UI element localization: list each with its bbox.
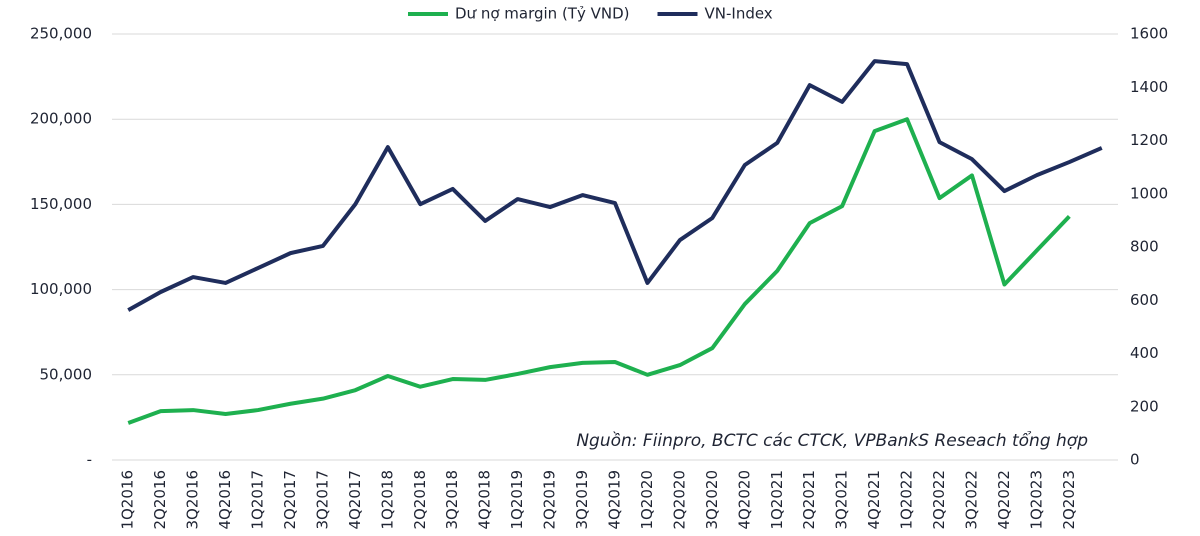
x-tick-label: 3Q2022 bbox=[962, 470, 980, 530]
y2-tick-label: 400 bbox=[1130, 344, 1159, 362]
x-tick-label: 1Q2022 bbox=[898, 470, 916, 530]
x-tick-label: 2Q2016 bbox=[151, 470, 169, 530]
x-tick-label: 4Q2018 bbox=[476, 470, 494, 530]
x-tick-label: 3Q2020 bbox=[703, 470, 721, 530]
x-tick-label: 3Q2018 bbox=[443, 470, 461, 530]
x-tick-label: 1Q2020 bbox=[638, 470, 656, 530]
series-line bbox=[127, 59, 1103, 312]
x-tick-label: 4Q2022 bbox=[995, 470, 1013, 530]
y2-tick-label: 1400 bbox=[1130, 78, 1168, 96]
y2-tick-label: 200 bbox=[1130, 397, 1159, 415]
x-tick-label: 3Q2017 bbox=[313, 470, 331, 530]
x-tick-label: 2Q2018 bbox=[411, 470, 429, 530]
x-tick-label: 1Q2017 bbox=[249, 470, 267, 530]
legend-label: VN-Index bbox=[705, 5, 773, 23]
x-tick-label: 3Q2019 bbox=[573, 470, 591, 530]
x-tick-label: 1Q2016 bbox=[119, 470, 137, 530]
y-tick-label: 200,000 bbox=[30, 110, 92, 128]
x-tick-label: 4Q2020 bbox=[735, 470, 753, 530]
x-tick-label: 1Q2019 bbox=[508, 470, 526, 530]
y-tick-label: - bbox=[87, 451, 92, 469]
series-line bbox=[127, 117, 1071, 425]
y2-tick-label: 1000 bbox=[1130, 184, 1168, 202]
x-tick-label: 4Q2016 bbox=[216, 470, 234, 530]
x-tick-label: 2Q2020 bbox=[670, 470, 688, 530]
source-note: Nguồn: Fiinpro, BCTC các CTCK, VPBankS R… bbox=[576, 430, 1088, 451]
x-tick-label: 2Q2019 bbox=[541, 470, 559, 530]
x-tick-label: 3Q2016 bbox=[184, 470, 202, 530]
x-tick-label: 1Q2023 bbox=[1027, 470, 1045, 530]
y-tick-label: 250,000 bbox=[30, 25, 92, 43]
x-tick-label: 2Q2023 bbox=[1060, 470, 1078, 530]
y-tick-label: 100,000 bbox=[30, 280, 92, 298]
x-tick-label: 2Q2021 bbox=[800, 470, 818, 530]
y-tick-label: 150,000 bbox=[30, 195, 92, 213]
x-tick-label: 1Q2018 bbox=[378, 470, 396, 530]
y2-tick-label: 1600 bbox=[1130, 25, 1168, 43]
y2-tick-label: 0 bbox=[1130, 451, 1140, 469]
x-tick-label: 4Q2019 bbox=[606, 470, 624, 530]
x-tick-label: 2Q2022 bbox=[930, 470, 948, 530]
legend-label: Dư nợ margin (Tỷ VND) bbox=[455, 5, 630, 23]
x-tick-label: 1Q2021 bbox=[768, 470, 786, 530]
x-tick-label: 4Q2021 bbox=[865, 470, 883, 530]
x-tick-label: 4Q2017 bbox=[346, 470, 364, 530]
y2-tick-label: 600 bbox=[1130, 291, 1159, 309]
y-tick-label: 50,000 bbox=[40, 365, 93, 383]
y2-tick-label: 1200 bbox=[1130, 131, 1168, 149]
y2-tick-label: 800 bbox=[1130, 238, 1159, 256]
x-tick-label: 3Q2021 bbox=[833, 470, 851, 530]
x-tick-label: 2Q2017 bbox=[281, 470, 299, 530]
